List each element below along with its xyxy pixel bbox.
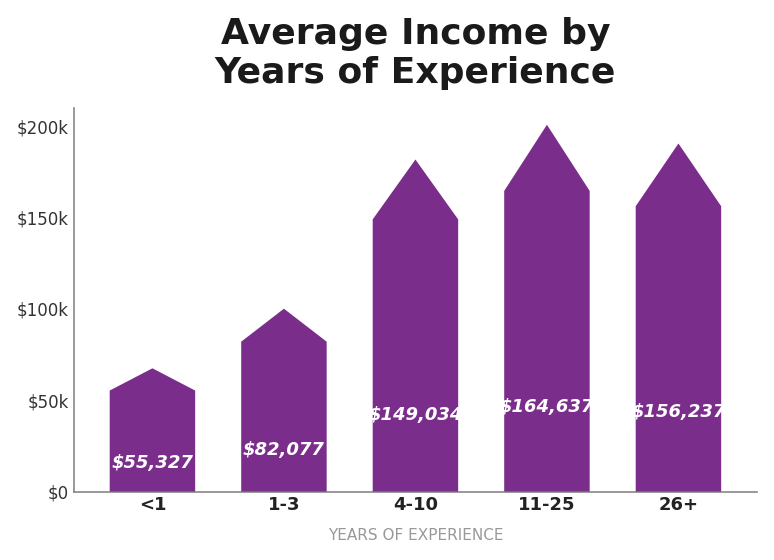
Polygon shape — [635, 143, 721, 492]
X-axis label: YEARS OF EXPERIENCE: YEARS OF EXPERIENCE — [327, 528, 503, 543]
Polygon shape — [373, 160, 458, 492]
Polygon shape — [110, 368, 195, 492]
Polygon shape — [241, 309, 327, 492]
Text: $55,327: $55,327 — [111, 454, 194, 472]
Text: $164,637: $164,637 — [500, 398, 594, 417]
Text: $149,034: $149,034 — [368, 407, 463, 424]
Title: Average Income by
Years of Experience: Average Income by Years of Experience — [214, 17, 616, 90]
Text: $82,077: $82,077 — [243, 441, 325, 459]
Polygon shape — [504, 125, 590, 492]
Text: $156,237: $156,237 — [632, 403, 725, 421]
